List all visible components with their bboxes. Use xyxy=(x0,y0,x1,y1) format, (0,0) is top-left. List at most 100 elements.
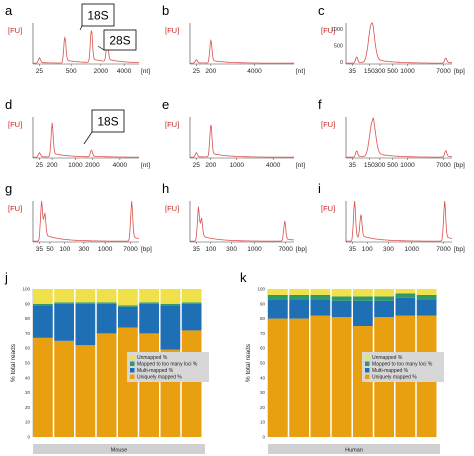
y-tick-label: 90 xyxy=(25,301,31,306)
bar-segment xyxy=(416,289,437,295)
legend-entry: Mapped to too many loci % xyxy=(137,362,198,368)
y-tick-label: 1000 xyxy=(331,27,343,33)
y-tick-label: 40 xyxy=(260,375,266,380)
callout-18S: 18S xyxy=(83,109,125,145)
callout-box xyxy=(81,3,115,27)
x-tick-label: 2000 xyxy=(85,162,100,169)
panel-letter: h xyxy=(162,181,169,196)
bar-segment xyxy=(289,318,309,437)
group-label: Human xyxy=(345,448,363,454)
bar-segment xyxy=(374,289,394,297)
y-tick-label: 0 xyxy=(262,435,265,440)
y-tick-label: 40 xyxy=(25,375,31,380)
panel-letter: k xyxy=(240,270,247,285)
y-tick-label: 30 xyxy=(25,390,31,395)
bar-segment xyxy=(118,327,138,437)
bar-segment xyxy=(139,302,159,304)
panel-letter: g xyxy=(5,181,12,196)
bar-segment xyxy=(374,296,394,301)
bar-segment xyxy=(353,296,373,301)
x-tick-label: 7000 xyxy=(436,162,451,169)
panel-k: k% total reads1009080706050403020100Unma… xyxy=(240,270,444,440)
y-axis-label: [FU] xyxy=(321,26,335,35)
panel-letter: a xyxy=(5,3,13,18)
callout-box xyxy=(103,29,137,51)
bar-segment xyxy=(54,289,74,303)
legend-swatch xyxy=(365,374,370,379)
panel-g: g [FU] 35 50 100 300 1000 7000 [bp] xyxy=(5,181,152,253)
y-tick-label: 10 xyxy=(260,420,266,425)
panel-letter: i xyxy=(318,181,321,196)
bar-segment xyxy=(331,296,352,301)
x-tick-label: 1000 xyxy=(404,246,419,253)
callout-28S: 28S xyxy=(97,29,137,51)
bar-segment xyxy=(310,315,331,437)
bar-segment xyxy=(181,302,202,304)
y-axis-label: % total reads xyxy=(245,343,252,382)
x-tick-label: 150 xyxy=(364,68,375,75)
bar-segment xyxy=(268,299,288,319)
callout-label: 18S xyxy=(97,115,118,129)
bar-segment xyxy=(139,303,159,334)
y-tick-label: 20 xyxy=(260,405,266,410)
group-bar xyxy=(33,444,205,454)
bar-segment xyxy=(181,289,202,303)
x-tick-label: 100 xyxy=(205,246,216,253)
bar-segment xyxy=(139,289,159,303)
x-tick-label: 4000 xyxy=(113,162,128,169)
panel-i: i[FU] 35 100 300 1000 7000 [bp] xyxy=(318,181,465,253)
y-axis-label: % total reads xyxy=(10,343,17,382)
bar-segment xyxy=(181,303,202,331)
y-tick-label: 80 xyxy=(25,316,31,321)
bar-segment xyxy=(139,333,159,437)
bar-segment xyxy=(118,289,138,306)
bar-segment xyxy=(289,299,309,319)
x-unit-label: [bp] xyxy=(141,246,152,253)
bar-segment xyxy=(331,300,352,318)
x-tick-label: 300 xyxy=(383,246,394,253)
panel-letter: b xyxy=(162,3,169,18)
y-tick-label: 100 xyxy=(22,287,30,292)
legend-swatch xyxy=(130,374,135,379)
legend-entry: Multi-mapped % xyxy=(137,368,174,374)
group-label-bar: Mouse xyxy=(33,444,205,454)
y-tick-label: 90 xyxy=(260,301,266,306)
bar-segment xyxy=(289,289,309,295)
x-tick-label: 4000 xyxy=(266,162,281,169)
panel-b: b [FU] 25 200 4000 [nt] xyxy=(162,3,305,75)
x-tick-label: 200 xyxy=(205,162,216,169)
x-unit-label: [nt] xyxy=(296,68,305,75)
x-tick-label: 2000 xyxy=(94,68,109,75)
bar-segment xyxy=(416,294,437,300)
y-axis-label: [FU] xyxy=(8,26,22,35)
y-tick-label: 10 xyxy=(25,420,31,425)
callout-label: 18S xyxy=(87,9,108,23)
x-unit-label: [nt] xyxy=(141,162,150,169)
bar-segment xyxy=(54,340,74,437)
y-tick-label: 70 xyxy=(260,331,266,336)
bar-segment xyxy=(33,303,53,306)
y-tick-label: 80 xyxy=(260,316,266,321)
x-tick-label: 500 xyxy=(387,162,398,169)
y-tick-label: 70 xyxy=(25,331,31,336)
electropherogram-trace xyxy=(190,206,295,242)
legend-swatch xyxy=(365,368,370,373)
legend-background xyxy=(362,352,444,382)
group-bar xyxy=(268,444,440,454)
x-tick-label: 4000 xyxy=(247,68,262,75)
y-tick-label: 0 xyxy=(340,60,343,66)
x-unit-label: [nt] xyxy=(296,162,305,169)
bar-segment xyxy=(268,289,288,295)
bar-segment xyxy=(96,302,117,304)
bar-segment xyxy=(289,294,309,300)
group-label-bar: Human xyxy=(268,444,440,454)
bar-segment xyxy=(96,289,117,303)
bar-segment xyxy=(75,302,96,304)
bar-segment xyxy=(33,305,53,338)
x-tick-label: 7000 xyxy=(123,246,138,253)
bar-segment xyxy=(353,300,373,326)
y-tick-label: 60 xyxy=(260,346,266,351)
callout-label: 28S xyxy=(109,34,130,48)
callout-pointer xyxy=(79,25,83,31)
legend-entry: Unmapped % xyxy=(372,355,403,361)
